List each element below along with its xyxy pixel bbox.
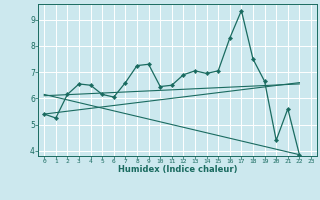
X-axis label: Humidex (Indice chaleur): Humidex (Indice chaleur) xyxy=(118,165,237,174)
